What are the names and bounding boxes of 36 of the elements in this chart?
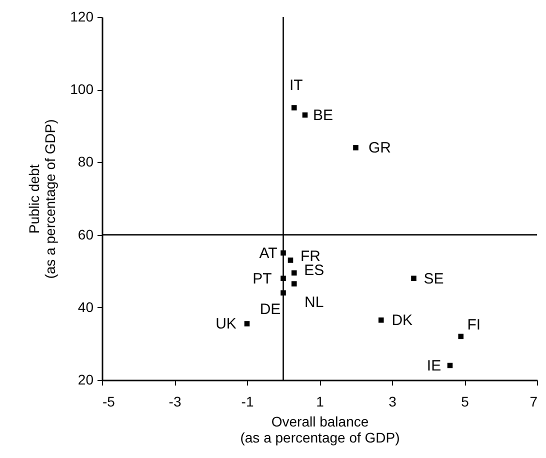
annotation: IT	[289, 76, 303, 94]
x-tick-label: 5	[461, 394, 470, 410]
x-tick-label: 7	[530, 394, 538, 410]
x-tick-label: -5	[102, 394, 116, 410]
x-tick-label: 1	[316, 394, 324, 410]
annotation: FI	[467, 316, 481, 334]
annotation: SE	[424, 270, 444, 288]
y-tick-label: 20	[78, 372, 94, 388]
annotation: UK	[216, 316, 236, 333]
annotation: GR	[368, 140, 392, 157]
point	[288, 258, 294, 263]
y-tick-label: 60	[78, 226, 94, 242]
y-tick-label: 100	[70, 81, 94, 98]
point	[291, 105, 297, 110]
point	[353, 145, 358, 150]
point	[411, 276, 416, 282]
x-tick-label: -3	[168, 394, 182, 410]
annotation: IE	[426, 357, 442, 374]
annotation: BE	[312, 107, 334, 124]
y-axis-title: Public debt (as a percentage of GDP)	[26, 119, 58, 279]
point	[291, 281, 297, 286]
annotation: DK	[392, 312, 413, 330]
x-tick-label: 3	[388, 394, 397, 410]
x-tick-label: -1	[241, 394, 254, 410]
annotation: NL	[304, 294, 324, 311]
y-tick-label: 120	[70, 8, 94, 24]
annotation: AT	[259, 244, 278, 262]
annotation: PT	[252, 270, 272, 288]
point	[458, 334, 464, 340]
x-axis-title: Overall balance (as a percentage of GDP)	[240, 414, 400, 446]
y-tick-label: 80	[78, 154, 94, 170]
annotation: DE	[260, 300, 281, 318]
y-tick-label: 40	[78, 298, 94, 315]
point	[244, 321, 250, 326]
point	[291, 270, 297, 276]
point	[378, 317, 384, 323]
